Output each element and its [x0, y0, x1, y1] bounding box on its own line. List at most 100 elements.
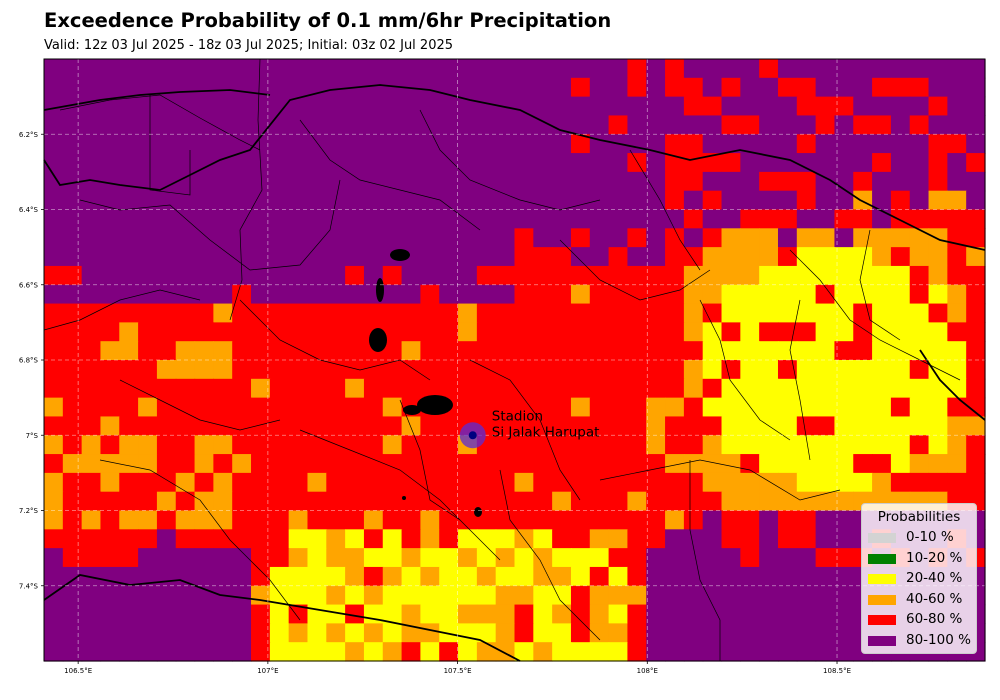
grid-cell: [514, 378, 534, 399]
grid-cell: [665, 642, 685, 662]
grid-cell: [853, 59, 873, 79]
grid-cell: [213, 604, 233, 624]
grid-cell: [740, 566, 760, 587]
grid-cell: [156, 397, 177, 418]
grid-cell: [420, 341, 440, 361]
grid-cell: [665, 77, 685, 98]
province-border: [629, 149, 701, 271]
grid-cell: [608, 435, 629, 455]
grid-cell: [345, 585, 365, 606]
legend-title: Probabilities: [877, 509, 961, 525]
grid-cell: [796, 303, 817, 323]
grid-cell: [269, 171, 290, 192]
grid-cell: [514, 190, 534, 211]
province-border: [559, 239, 711, 301]
grid-cell: [928, 322, 948, 342]
grid-cell: [363, 59, 384, 79]
grid-cell: [966, 284, 986, 305]
grid-cell: [815, 585, 836, 606]
grid-cell: [119, 604, 139, 624]
grid-cell: [702, 491, 723, 512]
province-border: [469, 359, 581, 501]
grid-cell: [495, 303, 516, 323]
grid-cell: [476, 303, 497, 323]
grid-cell: [721, 209, 741, 229]
grid-cell: [382, 153, 403, 173]
grid-cell: [834, 209, 854, 229]
grid-cell: [683, 153, 704, 173]
grid-cell: [702, 77, 723, 98]
grid-cell: [213, 115, 233, 135]
grid-cell: [62, 491, 83, 512]
grid-cell: [81, 77, 102, 98]
grid-cell: [552, 472, 572, 493]
grid-cell: [382, 642, 403, 662]
grid-cell: [890, 190, 911, 211]
grid-cell: [759, 134, 779, 154]
grid-cell: [382, 96, 403, 117]
grid-cell: [495, 642, 516, 662]
grid-cell: [476, 59, 497, 79]
grid-cell: [476, 96, 497, 117]
grid-cell: [608, 96, 629, 117]
grid-cell: [269, 96, 290, 117]
grid-cell: [834, 247, 854, 267]
grid-cell: [138, 59, 158, 79]
grid-cell: [194, 322, 214, 342]
grid-cell: [476, 341, 497, 361]
grid-cell: [232, 454, 252, 474]
grid-cell: [815, 284, 836, 305]
grid-cell: [533, 247, 553, 267]
grid-cell: [759, 604, 779, 624]
grid-cell: [100, 247, 120, 267]
grid-cell: [156, 303, 177, 323]
grid-cell: [608, 77, 629, 98]
grid-cell: [533, 228, 553, 248]
grid-cell: [476, 623, 497, 643]
province-border: [689, 460, 721, 661]
grid-cell: [909, 397, 930, 418]
grid-cell: [834, 435, 854, 455]
grid-cell: [495, 228, 516, 248]
grid-cell: [740, 265, 760, 286]
grid-cell: [740, 303, 760, 323]
grid-cell: [100, 171, 120, 192]
reservoir: [390, 249, 410, 261]
grid-cell: [194, 228, 214, 248]
grid-cell: [62, 378, 83, 399]
grid-cell: [363, 472, 384, 493]
grid-cell: [872, 472, 892, 493]
grid-cell: [269, 529, 290, 549]
grid-cell: [683, 77, 704, 98]
grid-cell: [759, 510, 779, 530]
grid-cell: [251, 472, 271, 493]
grid-cell: [646, 416, 666, 436]
grid-cell: [288, 115, 309, 135]
grid-cell: [401, 209, 421, 229]
grid-cell: [947, 360, 967, 380]
grid-cell: [62, 171, 83, 192]
grid-cell: [570, 171, 591, 192]
grid-cell: [175, 247, 196, 267]
grid-cell: [721, 529, 741, 549]
lat-tick-label: 6.4°S: [19, 206, 39, 214]
grid-cell: [721, 548, 741, 568]
grid-cell: [175, 378, 196, 399]
grid-cell: [175, 341, 196, 361]
grid-cell: [533, 341, 553, 361]
grid-cell: [439, 548, 459, 568]
grid-cell: [552, 322, 572, 342]
grid-cell: [401, 134, 421, 154]
grid-cell: [363, 642, 384, 662]
grid-cell: [156, 529, 177, 549]
grid-cell: [476, 77, 497, 98]
grid-cell: [853, 284, 873, 305]
grid-cell: [796, 642, 817, 662]
grid-cell: [439, 171, 459, 192]
grid-cell: [608, 416, 629, 436]
grid-cell: [138, 435, 158, 455]
grid-cell: [834, 378, 854, 399]
grid-cell: [495, 491, 516, 512]
grid-cell: [363, 77, 384, 98]
